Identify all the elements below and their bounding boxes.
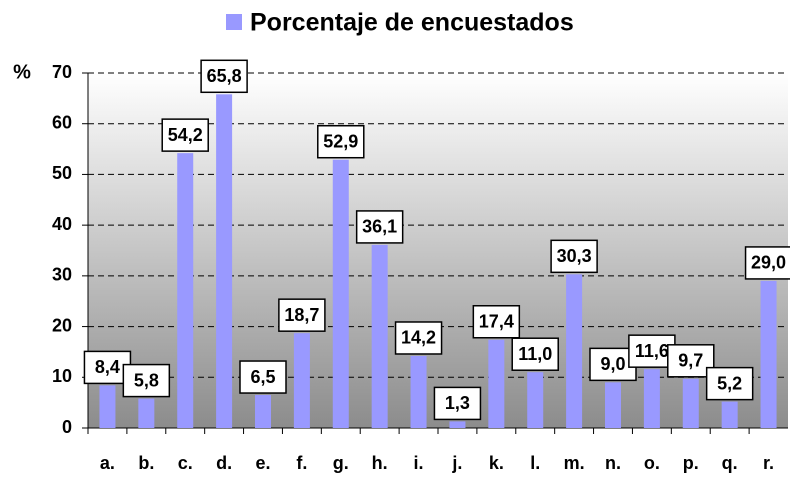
x-tick-label: q.: [722, 453, 738, 473]
x-tick-label: d.: [216, 453, 232, 473]
x-tick-label: c.: [178, 453, 193, 473]
bar: [138, 398, 155, 428]
value-label: 29,0: [751, 253, 786, 273]
value-label: 17,4: [479, 312, 514, 332]
value-label: 11,0: [518, 344, 552, 364]
value-label-box: [472, 305, 521, 339]
value-label-box: [705, 366, 754, 401]
value-label: 8,4: [95, 357, 120, 377]
x-tick-label: k.: [489, 453, 504, 473]
x-tick-label: e.: [255, 453, 270, 473]
bar: [566, 274, 583, 428]
x-tick-label: b.: [138, 453, 154, 473]
value-label: 54,2: [168, 125, 203, 145]
bar: [255, 395, 271, 428]
value-label-box: [239, 360, 287, 394]
value-label-box: [433, 386, 482, 421]
bar: [488, 339, 505, 428]
value-label-box: [278, 298, 326, 332]
x-tick-label: l.: [530, 453, 540, 473]
y-tick-label: 40: [52, 214, 72, 234]
x-tick-label: f.: [296, 453, 307, 473]
bar: [371, 244, 388, 428]
legend-swatch: [226, 14, 242, 30]
bar: [293, 333, 310, 428]
x-tick-label: i.: [414, 453, 424, 473]
value-label: 65,8: [207, 66, 242, 86]
value-label: 6,5: [250, 367, 275, 387]
bar: [99, 385, 116, 428]
x-tick-label: j.: [451, 453, 462, 473]
y-tick-label: 60: [52, 112, 72, 132]
bar: [177, 153, 194, 428]
y-axis-label: %: [13, 61, 31, 83]
x-tick-label: m.: [564, 453, 585, 473]
x-tick-label: n.: [605, 453, 621, 473]
legend-label: Porcentaje de encuestados: [250, 9, 574, 37]
y-tick-label: 70: [52, 62, 72, 82]
bar: [410, 355, 427, 428]
x-tick-label: h.: [372, 453, 388, 473]
bar: [605, 382, 621, 428]
bar: [643, 369, 660, 428]
value-label-box: [161, 118, 209, 152]
value-label-box: [200, 59, 248, 94]
value-label: 5,8: [134, 370, 159, 390]
value-label: 18,7: [284, 305, 319, 325]
bar: [449, 421, 466, 428]
value-label: 30,3: [557, 246, 592, 266]
value-label: 9,7: [678, 351, 703, 371]
value-label: 9,0: [600, 354, 625, 374]
value-label: 1,3: [445, 393, 470, 413]
value-label: 52,9: [323, 131, 358, 151]
y-tick-label: 30: [52, 265, 72, 285]
value-label: 11,6: [635, 341, 669, 361]
bar: [332, 159, 349, 428]
x-tick-label: o.: [644, 453, 660, 473]
value-label: 14,2: [401, 328, 436, 348]
value-label-box: [550, 239, 598, 274]
bar: [682, 378, 699, 428]
bar: [527, 372, 544, 428]
value-label: 5,2: [717, 373, 742, 393]
value-label-box: [744, 246, 790, 280]
x-tick-label: r.: [763, 453, 774, 473]
value-label-box: [355, 210, 404, 244]
y-tick-label: 50: [52, 163, 72, 183]
x-tick-label: g.: [333, 453, 349, 473]
x-tick-label: p.: [683, 453, 699, 473]
y-tick-label: 0: [62, 417, 72, 437]
x-tick-label: a.: [100, 453, 115, 473]
value-label-box: [394, 321, 443, 355]
value-label-box: [511, 337, 559, 371]
value-label-box: [317, 124, 365, 159]
bar: [760, 280, 777, 428]
bar: [216, 94, 233, 429]
value-label: 36,1: [362, 217, 397, 237]
y-tick-label: 10: [52, 366, 72, 386]
y-tick-label: 20: [52, 315, 72, 335]
bar: [721, 401, 738, 428]
value-label-box: [122, 363, 171, 398]
